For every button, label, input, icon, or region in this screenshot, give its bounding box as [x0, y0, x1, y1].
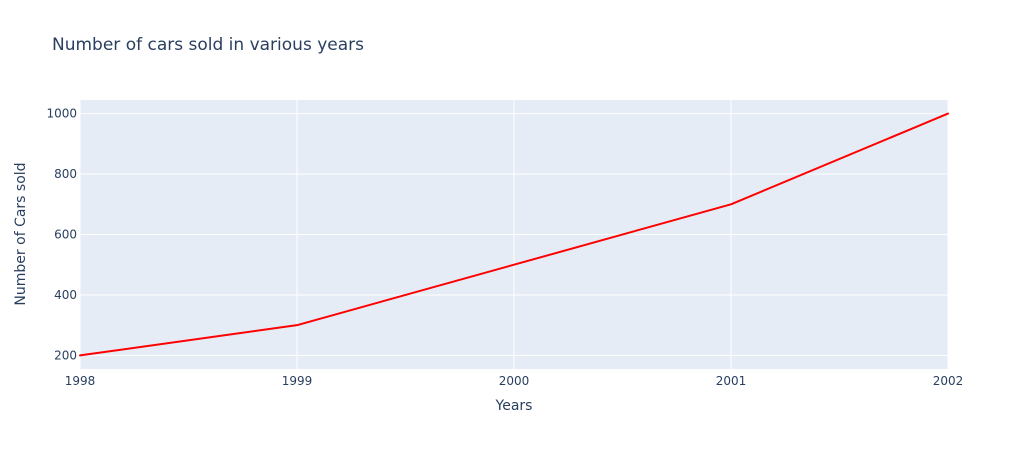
x-axis-ticks: 1998 1999 2000 2001 2002 [65, 374, 964, 388]
x-tick-label: 2001 [716, 374, 747, 388]
gridlines [79, 100, 949, 369]
y-axis-title: Number of Cars sold [13, 162, 29, 305]
chart-title: Number of cars sold in various years [52, 35, 364, 55]
x-axis-title: Years [495, 398, 533, 414]
series-line [79, 112, 949, 357]
series-layer [79, 112, 949, 357]
y-tick-label: 400 [54, 288, 77, 302]
y-axis-ticks: 200 400 600 800 1000 [46, 107, 77, 363]
x-tick-label: 2000 [499, 374, 530, 388]
y-tick-label: 1000 [46, 107, 77, 121]
y-tick-label: 600 [54, 228, 77, 242]
x-tick-label: 1998 [65, 374, 96, 388]
x-tick-label: 1999 [282, 374, 313, 388]
y-tick-label: 200 [54, 348, 77, 362]
x-tick-label: 2002 [933, 374, 964, 388]
y-tick-label: 800 [54, 167, 77, 181]
